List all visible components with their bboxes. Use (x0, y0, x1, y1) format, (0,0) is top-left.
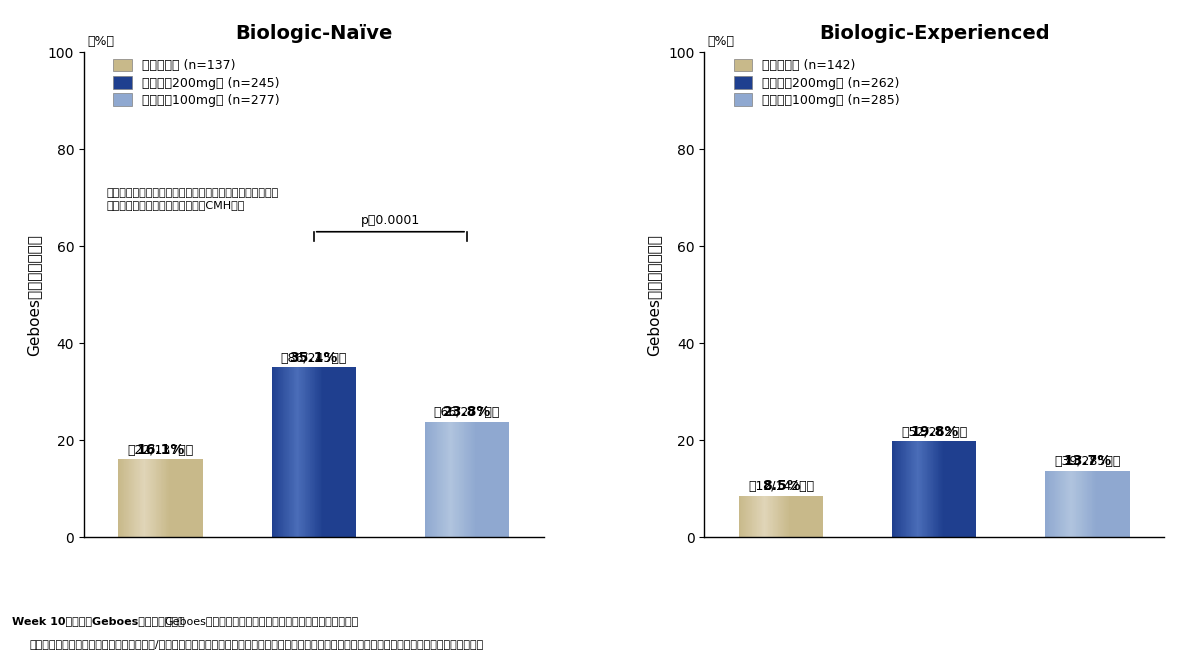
Title: Biologic-Naïve: Biologic-Naïve (235, 24, 392, 43)
Text: （12/142例）: （12/142例） (748, 466, 814, 493)
Text: （22/137例）: （22/137例） (127, 428, 193, 457)
Text: （66/277例）: （66/277例） (433, 391, 500, 419)
Y-axis label: Geboes組織学的寛解率: Geboes組織学的寛解率 (647, 234, 661, 356)
Text: （39/285例）: （39/285例） (1055, 440, 1121, 468)
Text: Geboesスケールに基づき以下の全てを満たした場合と定義: Geboesスケールに基づき以下の全てを満たした場合と定義 (164, 616, 359, 626)
Text: （%）: （%） (708, 35, 734, 48)
Text: （86/245例）: （86/245例） (281, 337, 347, 365)
Text: 13.7%: 13.7% (1063, 455, 1111, 468)
Title: Biologic-Experienced: Biologic-Experienced (818, 24, 1050, 43)
Text: 16.1%: 16.1% (137, 443, 185, 457)
Text: 23.8%: 23.8% (443, 405, 491, 419)
Text: 19.8%: 19.8% (910, 424, 959, 439)
Text: （%）: （%） (88, 35, 114, 48)
Text: p＜0.0001: p＜0.0001 (361, 214, 420, 227)
Text: 8.5%: 8.5% (762, 479, 800, 493)
Text: 35.1%: 35.1% (289, 350, 338, 365)
Legend: プラセボ群 (n=137), ジセレカ200mg群 (n=245), ジセレカ100mg群 (n=277): プラセボ群 (n=137), ジセレカ200mg群 (n=245), ジセレカ1… (113, 59, 280, 107)
Text: 粘膜固有層の慢性炎症細胞浸潤が増加なし/軽度増加、粘膜固有層の好中球浸潤が増加なし、上皮への好中球浸潤なし、陰窩破壊なし、びらん・潰瘍なし: 粘膜固有層の慢性炎症細胞浸潤が増加なし/軽度増加、粘膜固有層の好中球浸潤が増加な… (30, 639, 485, 648)
Legend: プラセボ群 (n=142), ジセレカ200mg群 (n=262), ジセレカ100mg群 (n=285): プラセボ群 (n=142), ジセレカ200mg群 (n=262), ジセレカ1… (733, 59, 900, 107)
Text: （52/262例）: （52/262例） (901, 411, 967, 439)
Y-axis label: Geboes組織学的寛解率: Geboes組織学的寛解率 (26, 234, 41, 356)
Text: Week 10時点でのGeboes組織学的寛解：: Week 10時点でのGeboes組織学的寛解： (12, 616, 185, 626)
Text: 初回投与時の経口全身性副腎皮質ステロイド又は免疫調節
剤の併用有無により層別化されたCMH検定: 初回投与時の経口全身性副腎皮質ステロイド又は免疫調節 剤の併用有無により層別化さ… (107, 188, 280, 210)
